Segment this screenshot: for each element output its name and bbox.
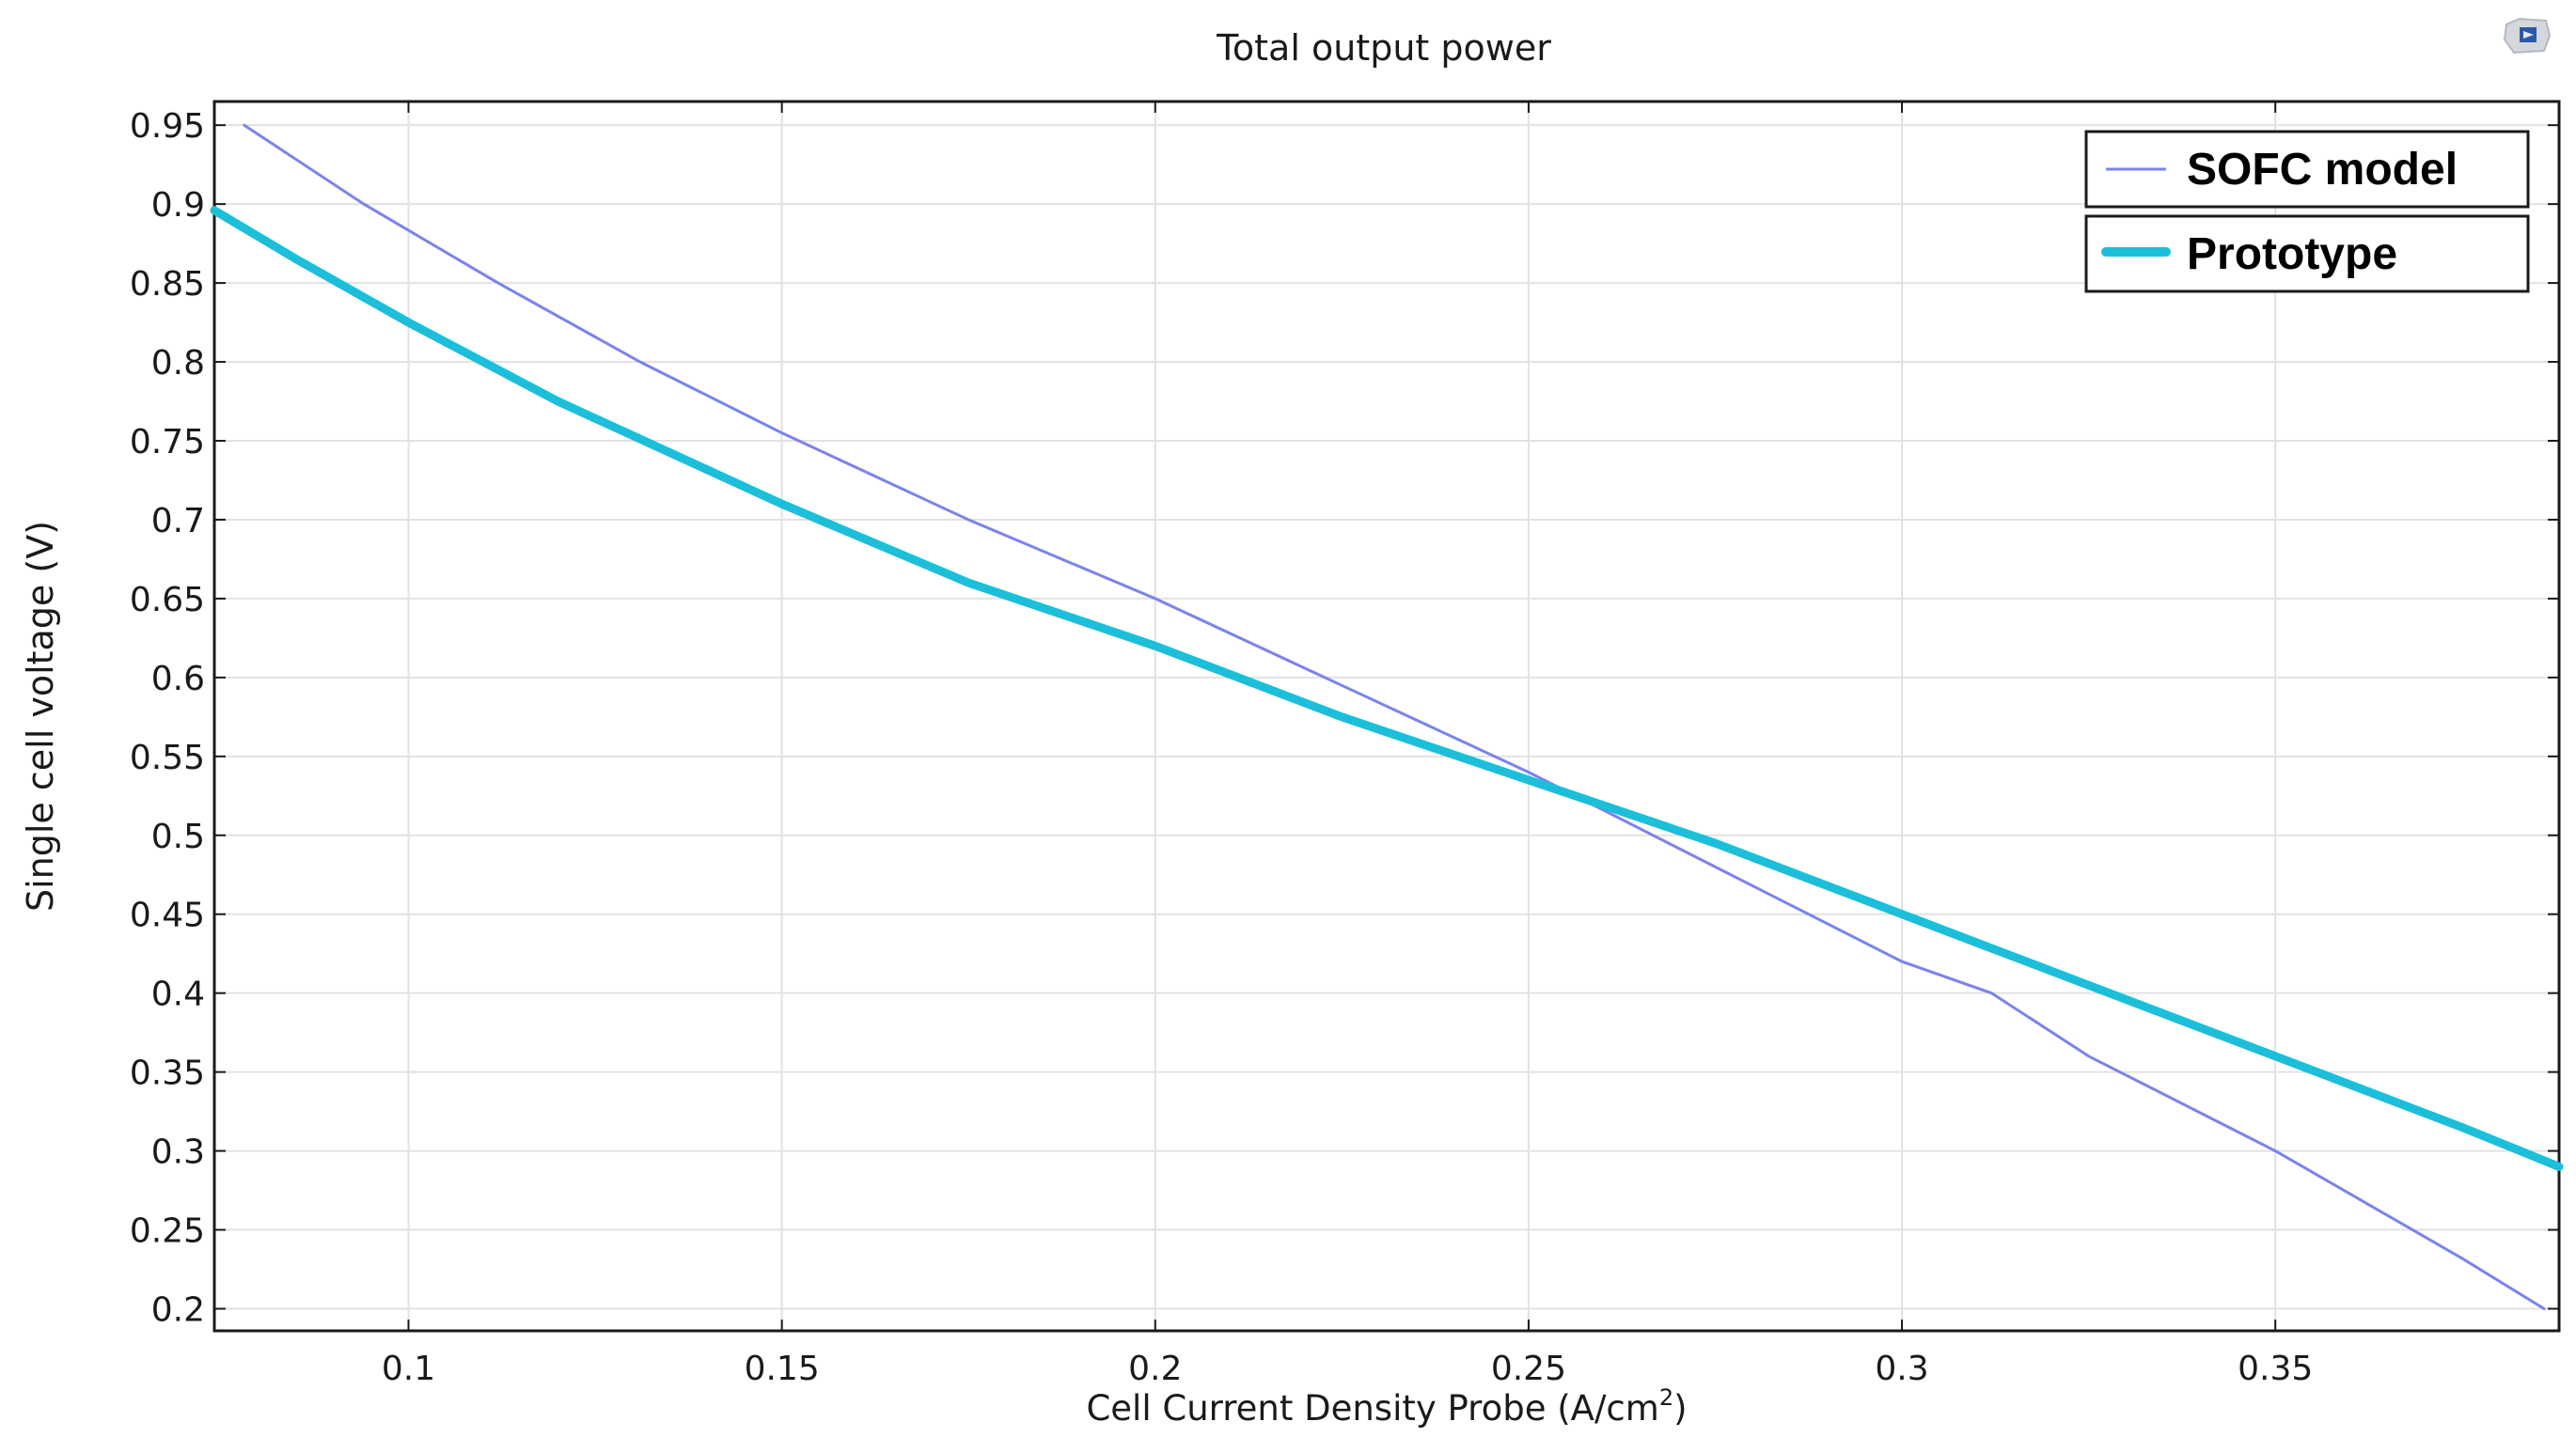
y-tick-label: 0.4 [151,976,205,1014]
tick-layer: 0.1 0.15 0.2 0.25 0.3 0.35 0.2 0.25 0.3 0.35 0.4 0.… [130,102,2559,1388]
x-tick-label: 0.3 [1875,1350,1928,1388]
y-tick-label: 0.65 [130,581,205,619]
x-axis-label-text: Cell Current Density Probe (A/cm [1086,1388,1658,1429]
comsol-logo-icon [2503,17,2552,55]
y-tick-label: 0.2 [151,1290,205,1329]
legend-label-sofc-model: SOFC model [2187,145,2458,195]
y-tick-label: 0.6 [151,660,205,698]
series-line-sofc-model [243,123,2546,1310]
series-line-prototype [210,206,2564,1171]
y-tick-label: 0.3 [151,1133,205,1172]
x-axis-label: Cell Current Density Probe (A/cm2) [1086,1384,1687,1429]
y-tick-label: 0.9 [151,186,205,225]
grid-layer [214,102,2559,1331]
x-tick-label: 0.25 [1491,1350,1566,1388]
x-tick-label: 0.35 [2238,1350,2313,1388]
y-tick-label: 0.55 [130,739,205,777]
y-tick-label: 0.25 [130,1212,205,1251]
y-axis-label: Single cell voltage (V) [20,521,61,912]
plot-frame [212,100,2561,1333]
x-axis-label-superscript: 2 [1659,1384,1673,1411]
chart-title: Total output power [1216,27,1551,69]
legend-label-prototype: Prototype [2187,229,2397,279]
series-layer [210,123,2564,1310]
y-tick-label: 0.5 [151,818,205,856]
y-tick-label: 0.35 [130,1055,205,1093]
y-tick-label: 0.95 [130,107,205,146]
y-tick-label: 0.8 [151,344,205,383]
y-tick-label: 0.75 [130,423,205,461]
y-tick-label: 0.45 [130,897,205,935]
x-axis-label-end: ) [1673,1388,1687,1429]
x-tick-label: 0.15 [745,1350,820,1388]
x-tick-label: 0.2 [1128,1350,1182,1388]
y-tick-label: 0.7 [151,502,205,540]
legend: SOFC model Prototype [2084,130,2530,293]
x-tick-label: 0.1 [382,1350,435,1388]
y-tick-label: 0.85 [130,265,205,304]
